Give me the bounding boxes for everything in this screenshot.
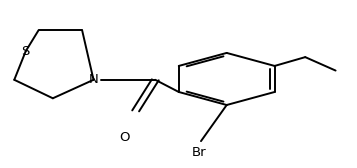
- Text: N: N: [89, 73, 99, 86]
- Text: Br: Br: [192, 145, 206, 159]
- Text: S: S: [21, 45, 30, 58]
- Text: O: O: [119, 131, 130, 144]
